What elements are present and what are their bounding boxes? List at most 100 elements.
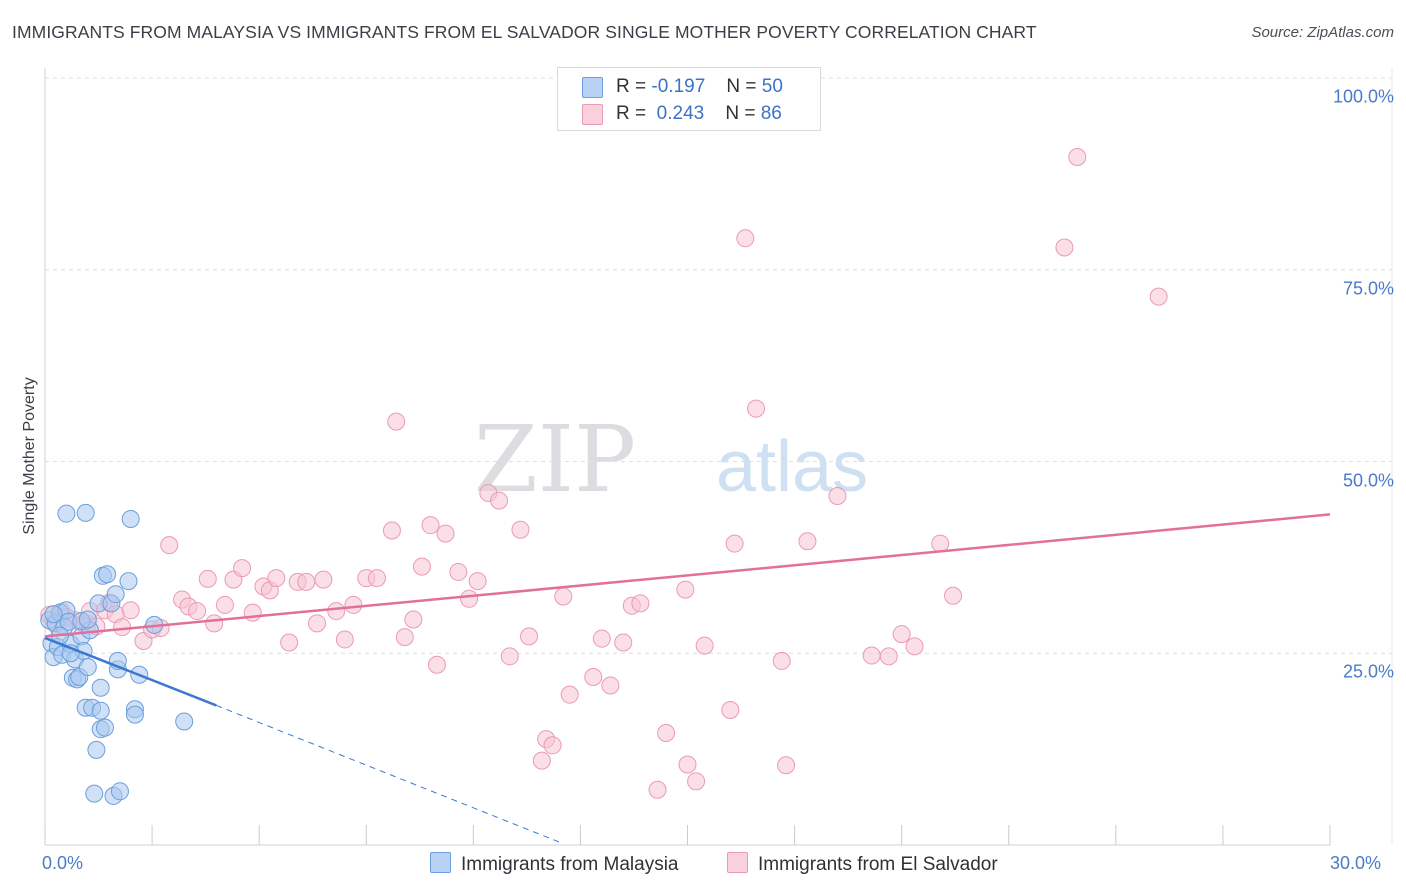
elsalvador-r-label: R = bbox=[616, 103, 647, 124]
malaysia-points bbox=[40, 503, 194, 805]
elsalvador-point bbox=[676, 580, 695, 599]
chart-title: IMMIGRANTS FROM MALAYSIA VS IMMIGRANTS F… bbox=[12, 22, 1037, 42]
malaysia-point bbox=[78, 658, 97, 677]
malaysia-r-value: -0.197 bbox=[651, 76, 706, 97]
elsalvador-point bbox=[592, 629, 611, 648]
y-tick-label-25: 25.0% bbox=[1342, 661, 1394, 682]
elsalvador-point bbox=[560, 685, 579, 704]
elsalvador-point bbox=[449, 562, 468, 581]
legend-item-malaysia: Immigrants from Malaysia bbox=[430, 852, 679, 876]
elsalvador-point bbox=[1068, 148, 1087, 167]
elsalvador-point bbox=[798, 532, 817, 551]
malaysia-n-value: 50 bbox=[761, 76, 783, 97]
elsalvador-point bbox=[387, 412, 406, 431]
elsalvador-point bbox=[307, 614, 326, 633]
elsalvador-point bbox=[747, 399, 766, 418]
el-salvador-points bbox=[40, 148, 1168, 799]
malaysia-trend-line bbox=[44, 636, 217, 707]
elsalvador-point bbox=[427, 655, 446, 674]
elsalvador-point bbox=[892, 625, 911, 644]
elsalvador-point bbox=[772, 651, 791, 670]
elsalvador-point bbox=[931, 534, 950, 553]
watermark: ZIP atlas bbox=[474, 406, 868, 513]
elsalvador-point bbox=[113, 618, 132, 637]
malaysia-point bbox=[175, 712, 194, 731]
elsalvador-point bbox=[879, 647, 898, 666]
elsalvador-point bbox=[395, 628, 414, 647]
elsalvador-point bbox=[736, 229, 755, 248]
elsalvador-point bbox=[205, 614, 224, 633]
elsalvador-point bbox=[233, 559, 252, 578]
elsalvador-point bbox=[532, 751, 551, 770]
elsalvador-point bbox=[500, 647, 519, 666]
elsalvador-point bbox=[121, 601, 140, 620]
elsalvador-n-value: 86 bbox=[760, 103, 782, 124]
malaysia-point bbox=[85, 784, 104, 803]
elsalvador-point bbox=[554, 587, 573, 606]
elsalvador-point bbox=[421, 516, 440, 535]
elsalvador-point bbox=[905, 637, 924, 656]
elsalvador-point bbox=[657, 724, 676, 743]
trend-lines bbox=[44, 513, 1331, 843]
elsalvador-r-value: 0.243 bbox=[656, 103, 705, 124]
elsalvador-point bbox=[777, 756, 796, 775]
malaysia-trend-extension bbox=[216, 704, 560, 843]
elsalvador-point bbox=[314, 570, 333, 589]
legend-elsalvador-swatch bbox=[727, 852, 748, 873]
elsalvador-point bbox=[725, 534, 744, 553]
elsalvador-point bbox=[188, 602, 207, 621]
elsalvador-point bbox=[695, 636, 714, 655]
elsalvador-point bbox=[468, 572, 487, 591]
elsalvador-point bbox=[297, 572, 316, 591]
elsalvador-point bbox=[335, 630, 354, 649]
elsalvador-point bbox=[601, 676, 620, 695]
elsalvador-point bbox=[460, 589, 479, 608]
malaysia-point bbox=[106, 585, 125, 604]
malaysia-r-label: R = bbox=[616, 76, 647, 97]
elsalvador-point bbox=[584, 668, 603, 687]
elsalvador-point bbox=[367, 569, 386, 588]
elsalvador-point bbox=[543, 736, 562, 755]
x-tick-max: 30.0% bbox=[1330, 853, 1382, 873]
malaysia-point bbox=[98, 565, 117, 584]
elsalvador-point bbox=[678, 755, 697, 774]
elsalvador-swatch bbox=[582, 104, 603, 125]
elsalvador-point bbox=[828, 487, 847, 506]
malaysia-point bbox=[78, 610, 97, 629]
elsalvador-point bbox=[160, 536, 179, 555]
elsalvador-point bbox=[412, 557, 431, 576]
elsalvador-point bbox=[520, 627, 539, 646]
malaysia-swatch bbox=[582, 77, 603, 98]
malaysia-point bbox=[125, 705, 144, 724]
malaysia-point bbox=[110, 782, 129, 801]
legend-malaysia-swatch bbox=[430, 852, 451, 873]
axes bbox=[44, 68, 1393, 846]
elsalvador-point bbox=[490, 491, 509, 510]
malaysia-point bbox=[57, 504, 76, 523]
malaysia-point bbox=[119, 572, 138, 591]
legend-item-elsalvador: Immigrants from El Salvador bbox=[727, 852, 998, 876]
elsalvador-point bbox=[344, 595, 363, 614]
elsalvador-point bbox=[1055, 238, 1074, 257]
legend-malaysia-label: Immigrants from Malaysia bbox=[461, 854, 679, 875]
elsalvador-point bbox=[215, 595, 234, 614]
elsalvador-point bbox=[267, 569, 286, 588]
y-tick-label-75: 75.0% bbox=[1342, 278, 1394, 299]
elsalvador-trend-line bbox=[44, 513, 1331, 638]
malaysia-point bbox=[121, 510, 140, 529]
elsalvador-point bbox=[721, 701, 740, 720]
malaysia-point bbox=[95, 718, 114, 737]
elsalvador-point bbox=[944, 586, 963, 605]
elsalvador-point bbox=[614, 633, 633, 652]
malaysia-point bbox=[44, 605, 63, 624]
elsalvador-n-label: N = bbox=[725, 103, 756, 124]
malaysia-point bbox=[87, 740, 106, 759]
elsalvador-point bbox=[243, 603, 262, 622]
elsalvador-point bbox=[404, 610, 423, 629]
elsalvador-point bbox=[511, 520, 530, 539]
malaysia-point bbox=[76, 503, 95, 522]
elsalvador-point bbox=[280, 633, 299, 652]
x-tick-min: 0.0% bbox=[42, 853, 84, 873]
malaysia-point bbox=[91, 701, 110, 720]
